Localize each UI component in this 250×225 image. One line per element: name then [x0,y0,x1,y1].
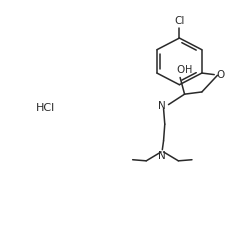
Text: N: N [158,101,166,111]
Text: O: O [217,70,225,80]
Text: N: N [158,151,166,161]
Text: HCl: HCl [36,103,56,113]
Text: Cl: Cl [174,16,184,26]
Text: H: H [184,65,192,75]
Text: O: O [176,65,184,75]
